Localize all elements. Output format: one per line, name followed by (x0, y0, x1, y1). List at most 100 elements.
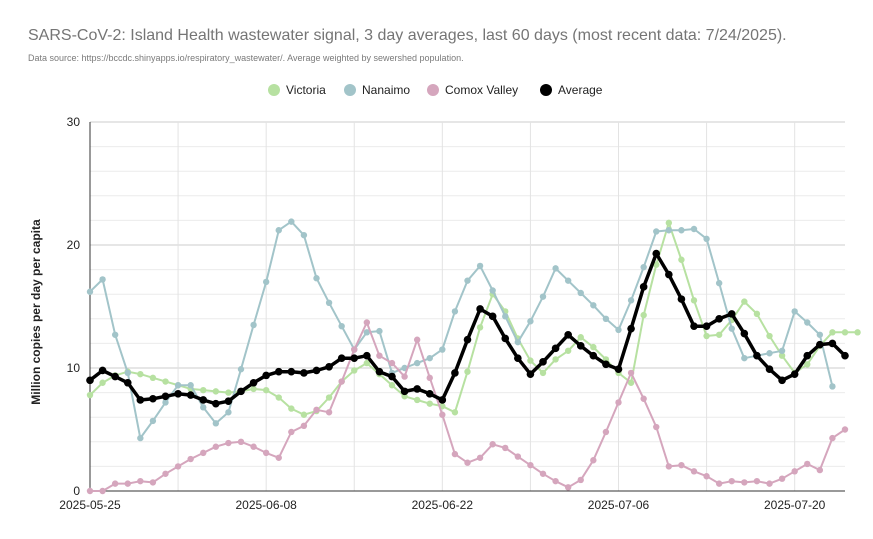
data-point-victoria (627, 379, 635, 386)
data-point-average (803, 351, 812, 360)
data-point-victoria (715, 331, 723, 338)
x-tick-label: 2025-07-06 (588, 498, 650, 512)
data-point-comox-valley (753, 477, 761, 485)
data-point-average (514, 354, 522, 362)
data-point-victoria (275, 394, 282, 401)
data-point-comox-valley (590, 457, 597, 464)
data-point-comox-valley (111, 480, 119, 487)
data-point-victoria (778, 352, 786, 359)
data-point-comox-valley (766, 480, 773, 487)
data-point-average (123, 378, 132, 387)
data-point-average (639, 283, 648, 291)
data-point-average (86, 376, 94, 385)
data-point-nanaimo (250, 321, 257, 329)
data-point-nanaimo (602, 315, 610, 322)
data-point-victoria (476, 324, 484, 331)
data-point-comox-valley (678, 461, 685, 469)
data-point-comox-valley (262, 449, 270, 457)
data-point-comox-valley (804, 460, 811, 468)
data-point-average (287, 367, 296, 376)
data-point-nanaimo (464, 277, 471, 284)
data-point-comox-valley (715, 480, 723, 487)
data-point-victoria (829, 329, 836, 336)
data-point-nanaimo (527, 318, 534, 325)
data-point-comox-valley (552, 477, 559, 485)
data-point-comox-valley (451, 450, 459, 458)
data-point-nanaimo (778, 347, 786, 354)
series-line-nanaimo (89, 220, 834, 440)
data-point-comox-valley (237, 438, 245, 445)
data-point-average (488, 312, 497, 321)
data-point-nanaimo (577, 289, 584, 297)
data-point-comox-valley (502, 444, 509, 452)
data-point-comox-valley (338, 378, 345, 385)
data-point-comox-valley (577, 476, 584, 484)
data-point-average (526, 370, 535, 378)
data-point-victoria (426, 400, 433, 407)
data-point-comox-valley (124, 480, 131, 487)
data-point-nanaimo (502, 313, 509, 320)
data-point-comox-valley (86, 487, 94, 495)
data-point-nanaimo (715, 279, 723, 287)
data-point-comox-valley (564, 484, 572, 491)
data-point-victoria (766, 332, 773, 340)
data-point-victoria (451, 409, 459, 416)
data-point-comox-valley (829, 434, 836, 442)
data-point-nanaimo (300, 231, 308, 239)
data-point-nanaimo (313, 275, 320, 282)
data-point-comox-valley (413, 336, 421, 343)
data-point-comox-valley (388, 359, 396, 367)
data-point-average (375, 367, 384, 376)
data-point-average (753, 351, 761, 360)
data-point-nanaimo (338, 322, 345, 330)
data-point-comox-valley (778, 475, 786, 482)
data-point-comox-valley (325, 409, 333, 416)
data-point-comox-valley (250, 443, 257, 450)
data-point-victoria (212, 388, 220, 395)
data-point-comox-valley (401, 373, 408, 380)
data-point-victoria (841, 329, 849, 336)
data-point-average (765, 365, 774, 374)
data-point-nanaimo (376, 327, 383, 335)
data-point-comox-valley (363, 319, 371, 326)
data-point-comox-valley (174, 463, 182, 470)
data-point-average (727, 310, 736, 318)
data-point-average (438, 396, 447, 404)
data-point-victoria (413, 396, 421, 404)
data-point-nanaimo (728, 325, 735, 332)
x-tick-label: 2025-05-25 (59, 498, 121, 512)
data-point-victoria (665, 219, 673, 227)
data-point-nanaimo (476, 262, 484, 270)
data-point-comox-valley (816, 466, 824, 474)
data-point-victoria (552, 356, 559, 363)
data-point-victoria (640, 311, 647, 319)
data-point-victoria (678, 256, 685, 263)
data-point-average (602, 360, 610, 369)
x-tick-label: 2025-07-20 (764, 498, 826, 512)
data-point-nanaimo (262, 278, 270, 286)
data-point-comox-valley (200, 449, 207, 457)
data-point-average (702, 322, 711, 330)
x-tick-label: 2025-06-22 (412, 498, 474, 512)
data-point-nanaimo (627, 297, 635, 304)
data-point-average (564, 330, 572, 339)
data-point-nanaimo (225, 409, 232, 416)
data-point-victoria (653, 261, 660, 268)
data-point-nanaimo (111, 331, 119, 338)
data-point-nanaimo (275, 227, 282, 234)
y-tick-label: 0 (73, 484, 80, 498)
data-point-nanaimo (237, 366, 245, 373)
data-point-nanaimo (514, 338, 522, 346)
data-point-victoria (527, 357, 534, 364)
data-point-average (337, 354, 346, 362)
chart-title: SARS-CoV-2: Island Health wastewater sig… (28, 27, 787, 44)
data-point-comox-valley (464, 459, 471, 466)
data-point-comox-valley (703, 473, 710, 480)
data-point-average (325, 362, 333, 371)
data-point-comox-valley (489, 441, 496, 448)
data-point-nanaimo (552, 265, 559, 272)
data-point-average (790, 370, 799, 378)
data-point-average (249, 378, 258, 387)
y-tick-label: 10 (67, 361, 81, 375)
